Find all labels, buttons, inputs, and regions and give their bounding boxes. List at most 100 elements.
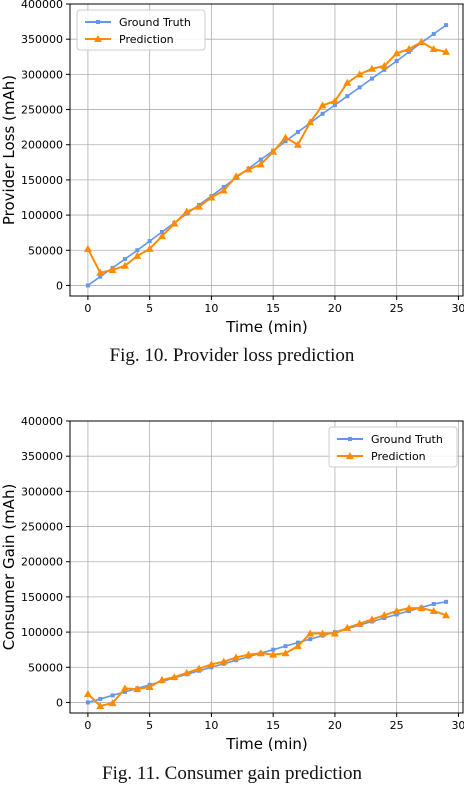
ground-truth-point [369,76,374,81]
prediction-point [380,61,389,69]
prediction-point [293,642,302,650]
ground-truth-point [332,102,337,107]
ground-truth-point [258,157,263,162]
prediction-point [195,202,204,210]
legend: Ground Truth Prediction [328,426,458,468]
legend-swatch-marker [348,437,352,441]
ground-truth-point [98,274,103,279]
prediction-point [343,78,352,86]
ground-truth-point [444,599,449,604]
legend-label: Prediction [119,33,174,46]
prediction-point [392,606,401,614]
ground-truth-point [147,239,152,244]
y-tick-label: 300000 [21,68,63,81]
provider-loss-caption: Fig. 10. Provider loss prediction [109,345,355,366]
prediction-point [83,690,92,698]
y-tick-label: 100000 [21,626,63,639]
prediction-point [170,219,179,227]
prediction-point [83,244,92,252]
prediction-point [442,47,451,55]
prediction-point [145,682,154,690]
prediction-point [405,604,414,612]
prediction-point [145,244,154,252]
y-tick-label: 0 [56,279,63,292]
prediction-point [355,70,364,78]
ground-truth-point [394,612,399,617]
x-tick-label: 15 [266,719,280,732]
legend-label: Ground Truth [119,16,191,29]
prediction-point [417,37,426,45]
prediction-point [392,49,401,57]
y-tick-label: 50000 [28,244,63,257]
ground-truth-point [271,647,276,652]
y-tick-label: 250000 [21,521,63,534]
provider-loss-chart-svg: 0 5 10 15 20 25 30 0 50000 100000 150000 200000 2500… [0,0,464,336]
plot-frame [69,420,464,714]
ground-truth-point [122,689,127,694]
ground-truth-point [110,693,115,698]
y-tick-label: 400000 [21,0,63,11]
consumer-gain-chart-svg: 0 5 10 15 20 25 30 0 50000 100000 150000 200000 2500… [0,415,464,753]
x-tick-label: 25 [390,302,404,315]
x-tick-label: 5 [146,302,153,315]
y-tick-label: 100000 [21,209,63,222]
prediction-point [367,615,376,623]
plot-frame [69,3,464,297]
y-tick-label: 150000 [21,174,63,187]
prediction-point [207,193,216,201]
ground-truth-point [85,283,90,288]
ground-truth-point [98,696,103,701]
prediction-point [108,699,117,707]
ground-truth-point [135,248,140,253]
y-tick-label: 200000 [21,556,63,569]
ground-truth-point [345,94,350,99]
ground-truth-point [382,67,387,72]
prediction-point [232,172,241,180]
x-tick-label: 15 [266,302,280,315]
prediction-point [380,611,389,619]
prediction-point [281,649,290,657]
y-axis-label: Consumer Gain (mAh) [0,484,18,651]
prediction-point [318,629,327,637]
prediction-point [405,45,414,53]
y-tick-label: 400000 [21,417,63,428]
ground-truth-point [357,85,362,90]
prediction-point [158,675,167,683]
prediction-point [182,668,191,676]
y-tick-label: 350000 [21,33,63,46]
x-tick-label: 20 [328,302,342,315]
x-tick-label: 30 [451,719,464,732]
x-axis-label: Time (min) [225,735,307,753]
prediction-point [195,664,204,672]
ground-truth-line [87,24,447,287]
y-tick-label: 350000 [21,450,63,463]
x-axis-label: Time (min) [225,318,307,336]
prediction-point [417,604,426,612]
prediction-point [355,619,364,627]
ground-truth-point [85,700,90,705]
prediction-point [219,186,228,194]
x-tick-label: 0 [84,719,91,732]
prediction-point [133,685,142,693]
prediction-point [244,650,253,658]
legend-label: Prediction [371,450,426,463]
prediction-point [219,657,228,665]
ground-truth-point [431,31,436,36]
prediction-point [133,251,142,259]
prediction-point [158,232,167,240]
prediction-point [120,261,129,269]
y-tick-label: 250000 [21,104,63,117]
legend-label: Ground Truth [371,433,443,446]
prediction-point [207,660,216,668]
y-tick-label: 50000 [28,661,63,674]
ground-truth-point [444,23,449,28]
prediction-point [343,623,352,631]
prediction-point [269,650,278,658]
x-tick-label: 5 [146,719,153,732]
x-tick-label: 0 [84,302,91,315]
prediction-point [442,611,451,619]
prediction-point [367,64,376,72]
ground-truth-point [394,58,399,63]
y-tick-label: 200000 [21,139,63,152]
legend: Ground Truth Prediction [76,9,206,51]
